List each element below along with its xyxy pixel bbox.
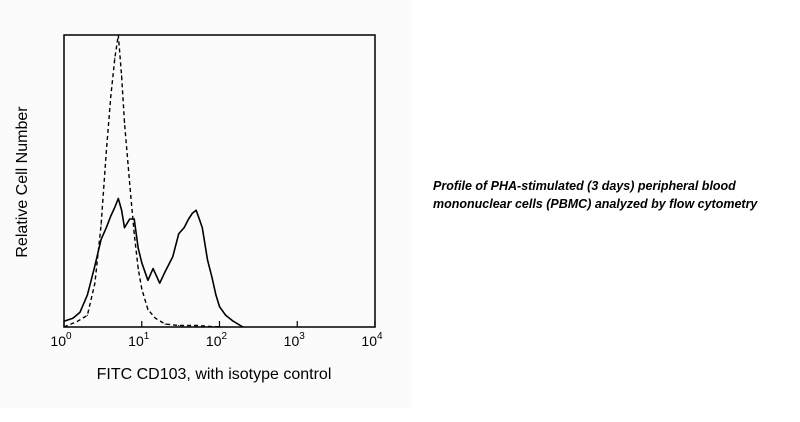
- series-layer: [63, 34, 244, 328]
- cd103-point: [172, 256, 174, 258]
- plot-frame: [63, 34, 376, 328]
- cd103-point: [188, 218, 190, 220]
- cd103-point: [201, 227, 203, 229]
- cd103-point: [178, 233, 180, 235]
- cd103-point: [206, 259, 209, 261]
- caption-line-1: Profile of PHA-stimulated (3 days) perip…: [433, 179, 736, 193]
- cd103-point: [133, 218, 135, 220]
- isotype-control-point: [77, 320, 79, 322]
- cd103-point: [218, 306, 221, 308]
- cd103-point: [121, 209, 123, 211]
- isotype-control-point: [94, 282, 96, 284]
- isotype-control-point: [114, 57, 116, 60]
- cd103-point: [183, 227, 185, 229]
- isotype-control-point: [195, 324, 197, 327]
- tick-layer: 100 101 102 103 104: [50, 321, 383, 349]
- cd103-point: [129, 218, 131, 220]
- x-tick-label-4: 104: [361, 331, 383, 349]
- isotype-control-point: [121, 75, 123, 77]
- x-tick-label-1: 101: [128, 331, 150, 349]
- isotype-control-point: [129, 183, 131, 185]
- cd103-point: [105, 227, 107, 229]
- isotype-control-point: [117, 34, 119, 36]
- cd103-point: [110, 215, 112, 217]
- cd103-point: [232, 320, 234, 322]
- isotype-control-point: [86, 314, 88, 316]
- isotype-control-point: [105, 151, 107, 153]
- x-tick-label-0: 100: [50, 331, 72, 349]
- cd103-point: [242, 326, 244, 328]
- histogram-chart: 100 101 102 103 104 FITC CD103, with isotype…: [14, 34, 383, 383]
- x-tick-label-3: 103: [284, 331, 306, 349]
- isotype-control-point: [164, 323, 166, 325]
- cd103-point: [195, 209, 197, 211]
- isotype-control-point: [100, 224, 102, 226]
- isotype-control-point: [141, 288, 143, 290]
- cd103-point: [100, 238, 102, 240]
- cd103-point: [79, 311, 81, 313]
- cd103-point: [191, 212, 194, 214]
- isotype-control-point: [154, 317, 156, 319]
- cd103-point: [114, 206, 116, 208]
- cd103-point: [198, 218, 200, 220]
- cd103-point: [94, 265, 96, 267]
- isotype-control-point: [110, 95, 112, 97]
- isotype-control-point: [147, 308, 149, 311]
- isotype-control-line: [63, 34, 220, 328]
- isotype-control-point: [123, 122, 126, 124]
- x-axis-label: FITC CD103, with isotype control: [97, 366, 332, 383]
- cd103-point: [152, 268, 154, 270]
- cd103-point: [159, 282, 161, 284]
- cd103-point: [123, 227, 126, 229]
- isotype-control-point: [133, 233, 135, 235]
- cd103-histogram-line: [63, 197, 244, 328]
- cd103-point: [117, 197, 119, 200]
- cd103-point: [141, 262, 143, 264]
- isotype-control-point: [137, 268, 139, 270]
- cd103-point: [164, 270, 166, 273]
- figure-panel: [0, 0, 412, 408]
- isotype-control-point: [178, 324, 180, 327]
- cd103-point: [147, 279, 149, 281]
- x-tick-label-2: 102: [206, 331, 228, 349]
- cd103-point: [225, 314, 227, 316]
- cd103-point: [86, 294, 88, 296]
- cd103-point: [137, 247, 139, 249]
- cd103-point: [72, 317, 74, 319]
- cd103-point: [215, 294, 217, 296]
- caption-line-2: mononuclear cells (PBMC) analyzed by flo…: [433, 197, 758, 211]
- cd103-point: [211, 276, 213, 278]
- figure-caption: Profile of PHA-stimulated (3 days) perip…: [433, 177, 793, 213]
- y-axis-label: Relative Cell Number: [14, 106, 31, 258]
